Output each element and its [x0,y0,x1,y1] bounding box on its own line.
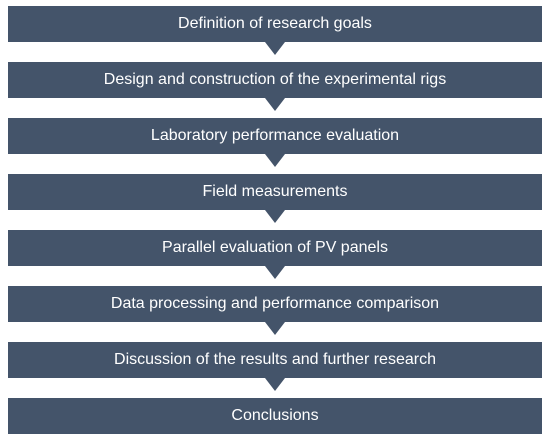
arrow-5-to-6 [265,266,285,279]
arrow-4-to-5 [265,210,285,223]
step-label-6: Data processing and performance comparis… [110,295,440,312]
step-label-1: Definition of research goals [178,15,372,32]
step-label-5: Parallel evaluation of PV panels [162,239,388,256]
step-box-8: Conclusions [8,398,542,434]
step-box-3: Laboratory performance evaluation [8,118,542,154]
step-box-4: Field measurements [8,174,542,210]
step-box-7: Discussion of the results and further re… [8,342,542,378]
step-label-7: Discussion of the results and further re… [114,351,436,368]
step-label-4: Field measurements [202,183,348,200]
step-box-5: Parallel evaluation of PV panels [8,230,542,266]
step-label-8: Conclusions [231,407,319,424]
arrow-6-to-7 [265,322,285,335]
arrow-2-to-3 [265,98,285,111]
step-label-2: Design and construction of the experimen… [103,71,447,88]
step-box-1: Definition of research goals [8,6,542,42]
arrow-7-to-8 [265,378,285,391]
step-box-2: Design and construction of the experimen… [8,62,542,98]
arrow-1-to-2 [265,42,285,55]
step-label-3: Laboratory performance evaluation [150,127,400,144]
arrow-3-to-4 [265,154,285,167]
step-box-6: Data processing and performance comparis… [8,286,542,322]
